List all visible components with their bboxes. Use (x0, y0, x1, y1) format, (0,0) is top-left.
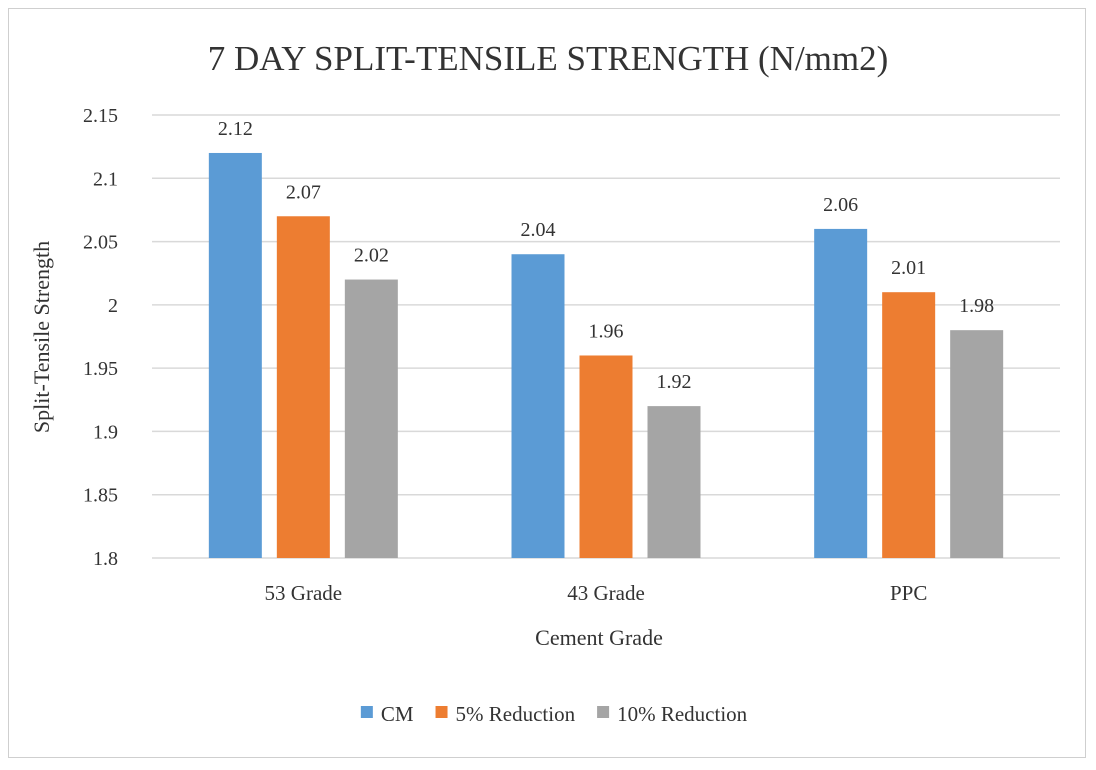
legend-label: CM (381, 702, 414, 726)
data-label: 2.07 (286, 181, 321, 203)
y-tick-label: 1.85 (83, 485, 118, 507)
x-tick-label: 43 Grade (567, 581, 645, 605)
y-tick-label: 1.95 (83, 358, 118, 380)
legend-swatch (360, 706, 373, 718)
bar-ppc-10-reduction (950, 330, 1004, 558)
bar-53-grade-10-reduction (344, 279, 398, 558)
y-tick-label: 2 (108, 295, 118, 317)
y-tick-labels: 1.8 1.85 1.9 1.95 2 2.05 2.1 2.15 (83, 105, 118, 570)
legend-label: 5% Reduction (456, 702, 576, 726)
y-tick-label: 1.8 (93, 548, 118, 570)
data-label: 1.98 (959, 295, 994, 317)
bar-43-grade-10-reduction (647, 406, 701, 558)
y-tick-label: 2.1 (93, 168, 118, 190)
legend: CM 5% Reduction 10% Reduction (360, 702, 748, 726)
bar-ppc-5-reduction (882, 292, 936, 558)
legend-label: 10% Reduction (617, 702, 748, 726)
data-label: 2.12 (218, 118, 253, 140)
x-tick-labels: 53 Grade 43 Grade PPC (265, 581, 928, 605)
x-axis-label: Cement Grade (535, 625, 663, 650)
bar-53-grade-5-reduction (276, 216, 330, 558)
legend-swatch (435, 706, 448, 718)
bar-43-grade-cm (511, 254, 565, 558)
x-tick-label: PPC (890, 581, 927, 605)
y-axis-label: Split-Tensile Strength (29, 241, 54, 433)
bars (208, 152, 1004, 558)
data-label: 1.92 (657, 371, 692, 393)
chart-title: 7 DAY SPLIT-TENSILE STRENGTH (N/mm2) (208, 39, 889, 78)
y-tick-label: 2.15 (83, 105, 118, 127)
y-tick-label: 2.05 (83, 232, 118, 254)
legend-swatch (597, 706, 610, 718)
data-label: 2.02 (354, 245, 389, 267)
bar-43-grade-5-reduction (579, 355, 633, 558)
data-labels: 2.12 2.07 2.02 2.04 1.96 1.92 2.06 2.01 1.98 (218, 118, 994, 393)
y-tick-label: 1.9 (93, 421, 118, 443)
x-tick-label: 53 Grade (265, 581, 343, 605)
bar-53-grade-cm (208, 152, 262, 558)
data-label: 2.04 (521, 219, 556, 241)
bar-ppc-cm (814, 228, 868, 558)
data-label: 2.06 (823, 194, 858, 216)
data-label: 2.01 (891, 257, 926, 279)
data-label: 1.96 (589, 320, 624, 342)
